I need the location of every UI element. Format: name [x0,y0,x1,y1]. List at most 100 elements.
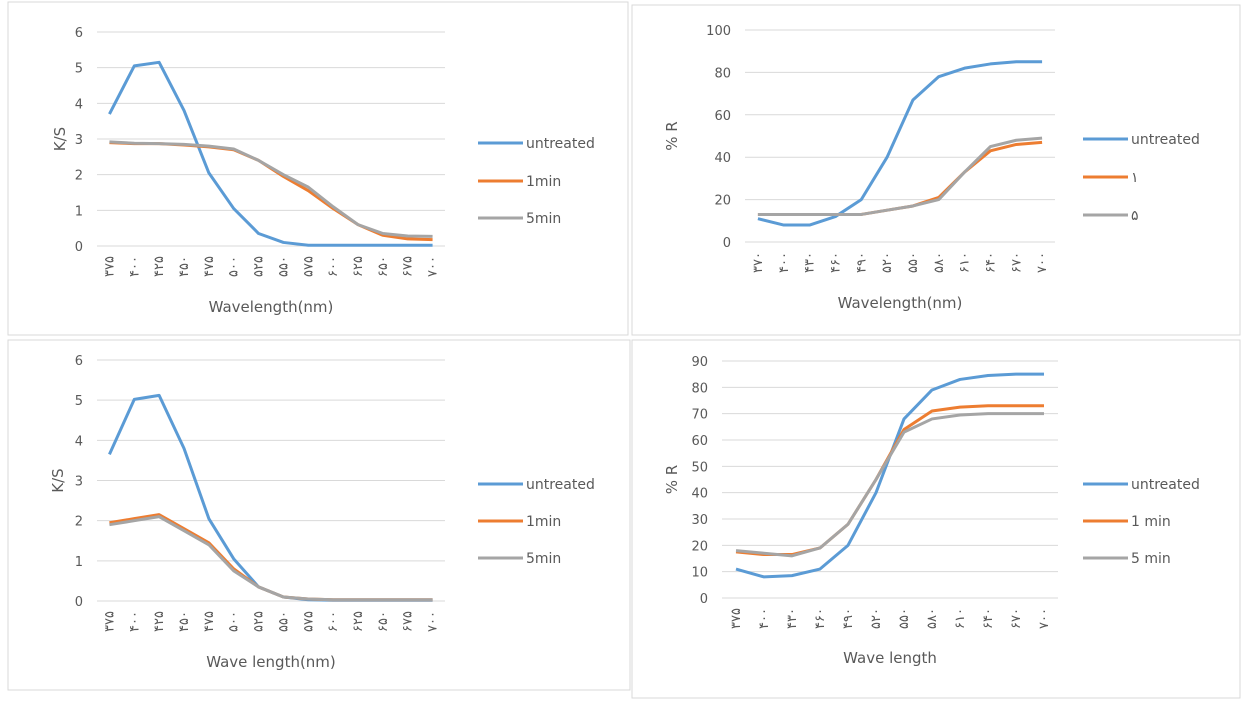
y-tick-label: 20 [714,194,731,209]
panel-frame [7,339,631,691]
y-axis-title: K/S [51,127,69,151]
x-tick-label: ۷۰۰ [1037,608,1052,629]
x-axis-title: Wavelength(nm) [209,298,334,316]
legend-label: untreated [526,477,595,493]
y-tick-label: 1 [75,204,83,219]
y-tick-label: 90 [691,355,708,370]
x-tick-label: ۴۳۰ [803,252,818,273]
legend-label: ۵ [1131,208,1139,224]
y-tick-label: 20 [691,539,708,554]
legend-label: ۱ [1131,170,1139,186]
data-line [757,136,1043,216]
y-tick-label: 5 [75,394,83,409]
y-tick-label: 3 [75,475,83,490]
data-line [108,60,433,247]
legend-label: untreated [526,136,595,152]
x-tick-label: ۶۷۵ [401,611,416,632]
x-tick-label: ۳۷۵ [102,611,117,632]
x-tick-label: ۵۵۰ [906,252,921,273]
x-tick-label: ۵۸۰ [925,608,940,629]
y-tick-label: 40 [714,151,731,166]
y-tick-label: 4 [75,434,83,449]
x-tick-label: ۴۷۵ [202,256,217,277]
y-axis-title: % R [663,465,681,494]
x-axis-title: Wavelength(nm) [838,294,963,312]
y-tick-label: 70 [691,408,708,423]
legend-label: 1min [526,514,561,530]
y-tick-label: 2 [75,169,83,184]
data-line [735,404,1044,557]
y-tick-label: 1 [75,555,83,570]
x-axis-title: Wave length [843,649,937,667]
y-tick-label: 60 [691,434,708,449]
data-line [109,141,433,242]
x-tick-label: ۶۷۰ [1009,608,1024,629]
data-line [109,140,433,238]
panel-frame [7,1,629,336]
y-tick-label: 4 [75,97,83,112]
x-tick-label: ۳۷۵ [102,256,117,277]
x-tick-label: ۵۰۰ [227,611,242,632]
x-tick-label: ۳۷۰ [751,252,766,273]
x-tick-label: ۵۲۰ [869,608,884,629]
x-tick-label: ۵۰۰ [227,256,242,277]
y-tick-label: 60 [714,109,731,124]
x-tick-label: ۶۵۰ [376,256,391,277]
x-tick-label: ۵۲۰ [880,252,895,273]
x-tick-label: ۵۷۵ [301,611,316,632]
legend-label: 1min [526,174,561,190]
y-tick-label: 6 [75,26,83,41]
y-tick-label: 10 [691,566,708,581]
data-line [109,513,433,602]
panel-frame [631,4,1241,336]
x-tick-label: ۵۲۵ [252,611,267,632]
x-tick-label: ۶۷۰ [1009,252,1024,273]
x-tick-label: ۴۰۰ [127,256,142,277]
legend-label: 5 min [1131,551,1171,567]
legend-label: 5min [526,551,561,567]
legend-label: 5min [526,211,561,227]
x-tick-label: ۶۲۵ [351,611,366,632]
y-tick-label: 50 [691,460,708,475]
y-tick-label: 100 [706,24,731,39]
x-tick-label: ۵۵۰ [276,256,291,277]
x-tick-label: ۷۰۰ [1035,252,1050,273]
x-tick-label: ۶۷۵ [401,256,416,277]
x-tick-label: ۶۰۰ [326,256,341,277]
y-tick-label: 6 [75,354,83,369]
x-tick-label: ۶۵۰ [376,611,391,632]
x-tick-label: ۵۲۵ [252,256,267,277]
x-tick-label: ۶۲۵ [351,256,366,277]
x-tick-label: ۴۰۰ [127,611,142,632]
x-tick-label: ۴۲۵ [152,256,167,277]
x-tick-label: ۳۷۵ [729,608,744,629]
legend-label: untreated [1131,132,1200,148]
x-tick-label: ۴۵۰ [177,256,192,277]
data-line [735,412,1044,558]
x-tick-label: ۴۰۰ [777,252,792,273]
y-tick-label: 40 [691,487,708,502]
x-tick-label: ۷۰۰ [426,256,441,277]
x-tick-label: ۴۵۰ [177,611,192,632]
x-tick-label: ۴۰۰ [757,608,772,629]
y-tick-label: 5 [75,62,83,77]
x-tick-label: ۵۵۰ [897,608,912,629]
x-axis-title: Wave length(nm) [206,653,336,671]
x-tick-label: ۶۱۰ [958,252,973,273]
data-line [109,515,433,602]
x-tick-label: ۵۸۰ [932,252,947,273]
panel-frame [631,339,1241,699]
x-tick-label: ۷۰۰ [426,611,441,632]
x-tick-label: ۴۳۰ [785,608,800,629]
y-axis-title: % R [663,121,681,150]
x-tick-label: ۴۹۰ [854,252,869,273]
x-tick-label: ۴۲۵ [152,611,167,632]
data-line [757,60,1043,227]
y-tick-label: 80 [691,381,708,396]
y-tick-label: 3 [75,133,83,148]
x-tick-label: ۴۷۵ [202,611,217,632]
x-tick-label: ۶۱۰ [953,608,968,629]
x-tick-label: ۴۶۰ [813,608,828,629]
y-tick-label: 30 [691,513,708,528]
